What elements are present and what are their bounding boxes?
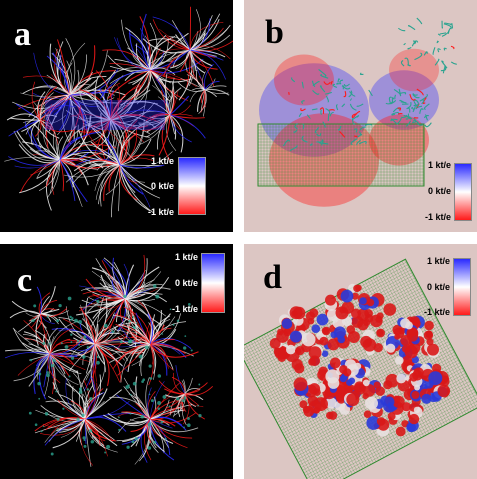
colorbar — [453, 258, 471, 316]
surface-grid-render — [244, 258, 477, 479]
colorbar-mid-label: 0 kt/e — [174, 278, 198, 288]
colorbar-max-label: 1 kt/e — [427, 160, 451, 170]
colorbar — [454, 163, 472, 221]
field-lines-render — [4, 6, 233, 218]
potential-cloud — [259, 48, 439, 207]
panel-c-field-lines: c 1 kt/e 0 kt/e -1 kt/e — [0, 244, 233, 479]
colorbar-min-label: -1 kt/e — [171, 304, 198, 314]
panel-letter: d — [263, 259, 282, 296]
colorbar-min-label: -1 kt/e — [424, 212, 451, 222]
colorbar-mid-label: 0 kt/e — [427, 186, 451, 196]
membrane-band — [45, 100, 165, 130]
panel-letter: a — [14, 16, 31, 53]
protein-ribbons — [283, 17, 457, 151]
membrane-protein-render — [257, 17, 457, 207]
colorbar-max-label: 1 kt/e — [174, 252, 198, 262]
colorbar-max-label: 1 kt/e — [150, 156, 174, 166]
field-line-group — [4, 254, 214, 467]
colorbar-mid-label: 0 kt/e — [426, 282, 450, 292]
panel-letter: c — [17, 262, 33, 299]
field-lines-render — [4, 254, 214, 467]
colorbar-min-label: -1 kt/e — [147, 207, 174, 217]
panel-a-field-lines: a 1 kt/e 0 kt/e -1 kt/e — [0, 0, 233, 232]
membrane-grid — [257, 123, 425, 187]
field-line-group — [4, 6, 233, 218]
colorbar-mid-label: 0 kt/e — [150, 181, 174, 191]
panel-letter: b — [265, 14, 284, 51]
panel-d-surface-grid: d 1 kt/e 0 kt/e -1 kt/e — [244, 244, 477, 479]
panel-b-membrane-surface: b 1 kt/e 0 kt/e -1 kt/e — [244, 0, 477, 232]
molecular-surface — [269, 283, 451, 437]
colorbar — [178, 157, 206, 215]
colorbar — [201, 253, 225, 313]
protein-backbone — [28, 284, 202, 456]
colorbar-max-label: 1 kt/e — [426, 256, 450, 266]
colorbar-min-label: -1 kt/e — [423, 307, 450, 317]
